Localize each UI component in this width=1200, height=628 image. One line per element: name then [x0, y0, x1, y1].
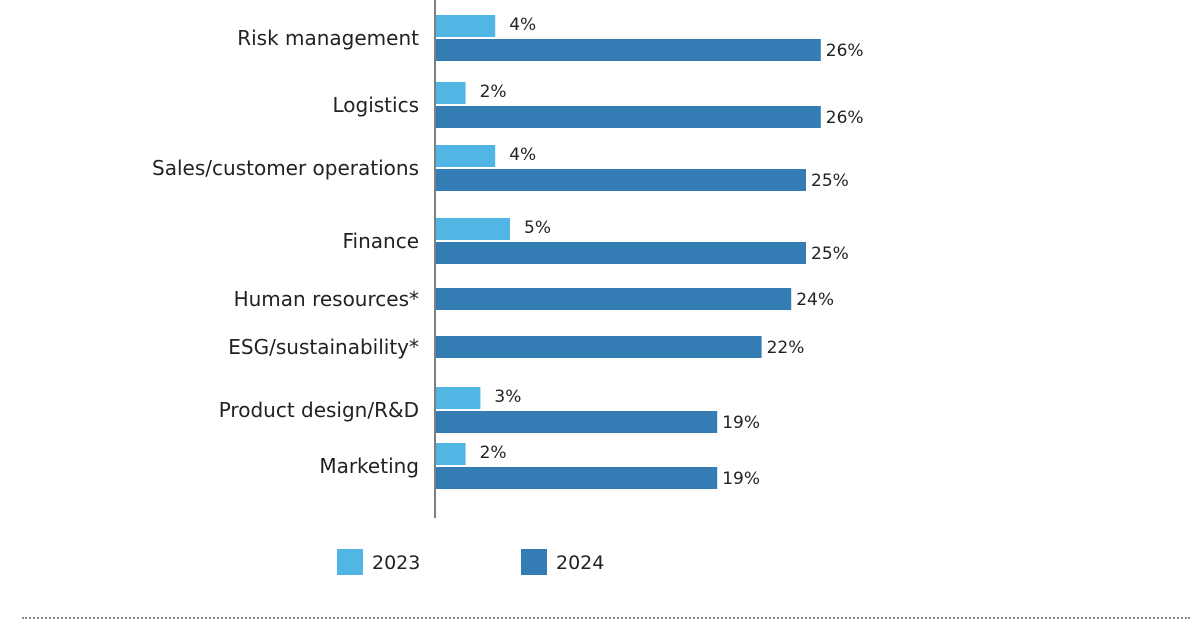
bar-2024-sales-customer-operations — [436, 169, 806, 191]
value-label-2024-human-resources: 24% — [796, 290, 834, 310]
category-label-esg-sustainability: ESG/sustainability* — [228, 335, 419, 359]
value-label-2023-finance: 5% — [524, 218, 551, 238]
category-label-product-design-r-d: Product design/R&D — [219, 398, 419, 422]
bar-2023-marketing — [436, 443, 466, 465]
legend-swatch-2023 — [337, 549, 363, 575]
bar-2024-product-design-r-d — [436, 411, 718, 433]
category-label-finance: Finance — [342, 229, 419, 253]
bar-2024-esg-sustainability — [436, 336, 762, 358]
value-label-2024-finance: 25% — [811, 244, 849, 264]
category-label-marketing: Marketing — [319, 454, 419, 478]
category-label-risk-management: Risk management — [237, 26, 419, 50]
bar-2024-marketing — [436, 467, 718, 489]
value-label-2024-esg-sustainability: 22% — [767, 338, 805, 358]
bar-2024-human-resources — [436, 288, 792, 310]
value-label-2023-marketing: 2% — [480, 443, 507, 463]
value-label-2024-sales-customer-operations: 25% — [811, 171, 849, 191]
legend: 2023 2024 — [337, 549, 604, 575]
category-label-logistics: Logistics — [332, 93, 419, 117]
value-label-2024-risk-management: 26% — [826, 41, 864, 61]
bar-2023-risk-management — [436, 15, 496, 37]
bar-2024-finance — [436, 242, 806, 264]
category-label-sales-customer-operations: Sales/customer operations — [152, 156, 419, 180]
bar-2024-risk-management — [436, 39, 821, 61]
value-label-2024-product-design-r-d: 19% — [722, 413, 760, 433]
value-label-2023-sales-customer-operations: 4% — [509, 145, 536, 165]
footer-divider — [22, 617, 1190, 619]
value-label-2024-logistics: 26% — [826, 108, 864, 128]
bar-2023-logistics — [436, 82, 466, 104]
bar-2024-logistics — [436, 106, 821, 128]
legend-swatch-2024 — [521, 549, 547, 575]
value-label-2023-logistics: 2% — [480, 82, 507, 102]
bar-2023-product-design-r-d — [436, 387, 481, 409]
category-label-human-resources: Human resources* — [234, 287, 419, 311]
legend-label-2024: 2024 — [556, 552, 604, 574]
legend-label-2023: 2023 — [372, 552, 420, 574]
bar-2023-finance — [436, 218, 510, 240]
value-label-2024-marketing: 19% — [722, 469, 760, 489]
bar-2023-sales-customer-operations — [436, 145, 496, 167]
value-label-2023-risk-management: 4% — [509, 15, 536, 35]
value-label-2023-product-design-r-d: 3% — [494, 387, 521, 407]
